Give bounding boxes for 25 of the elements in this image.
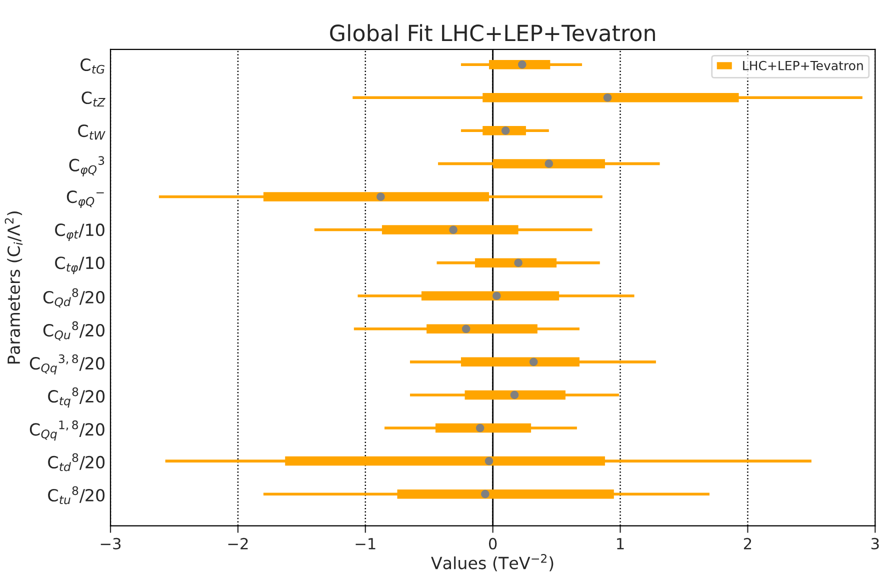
x-tick-label: −1 bbox=[356, 538, 376, 550]
y-tick-label: C$_{tq}$$^{8}$/20 bbox=[48, 387, 105, 408]
x-tick-label: 1 bbox=[617, 538, 624, 550]
x-tick-label: −2 bbox=[228, 538, 248, 550]
y-tick-label: C$_{Qq}$$^{3,8}$/20 bbox=[30, 354, 104, 375]
legend-label: LHC+LEP+Tevatron bbox=[743, 60, 863, 70]
y-tick-label: C$_{td}$$^{8}$/20 bbox=[48, 453, 105, 472]
x-tick-label: 3 bbox=[871, 538, 879, 550]
y-tick-label: C$_{Qq}$$^{1,8}$/20 bbox=[30, 420, 104, 441]
y-tick-label: C$_{Qu}$$^{8}$/20 bbox=[43, 321, 104, 341]
y-tick-label: C$_{tW}$ bbox=[78, 124, 106, 140]
x-tick-label: 2 bbox=[744, 538, 752, 550]
chart-title: Global Fit LHC+LEP+Tevatron bbox=[330, 24, 655, 42]
y-axis-title: Parameters (C$_{i}$/Λ$^{2}$) bbox=[4, 212, 23, 364]
y-tick-label: C$_{φQ}$$^{−}$ bbox=[66, 190, 104, 208]
y-tick-label: C$_{tZ}$ bbox=[82, 91, 106, 107]
x-tick-label: −3 bbox=[100, 538, 121, 550]
x-tick-label: 0 bbox=[488, 538, 497, 550]
x-axis-title: Values (TeV$^{−2}$) bbox=[431, 554, 554, 572]
y-tick-label: C$_{tφ}$/10 bbox=[55, 256, 104, 274]
y-tick-label: C$_{tG}$ bbox=[80, 58, 104, 74]
y-tick-label: C$_{tu}$$^{8}$/20 bbox=[48, 486, 105, 504]
y-tick-label: C$_{Qd}$$^{8}$/20 bbox=[43, 288, 104, 308]
y-tick-label: C$_{φt}$/10 bbox=[55, 224, 104, 242]
y-tick-label: C$_{φQ}$$^{3}$ bbox=[69, 156, 104, 176]
